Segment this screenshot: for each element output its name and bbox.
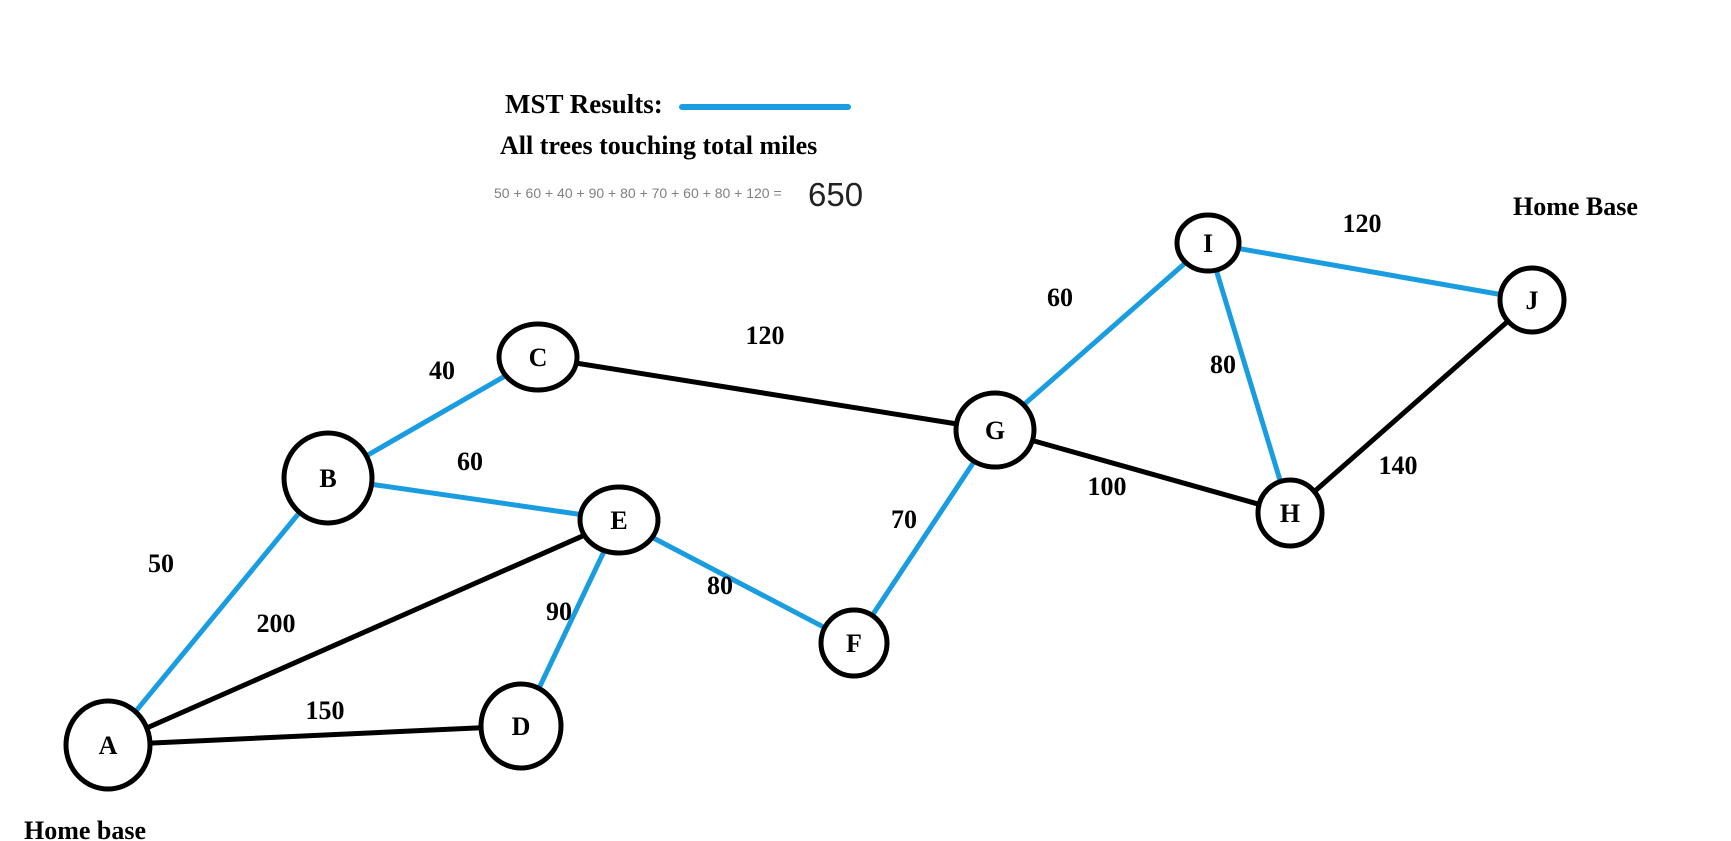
node-j: J	[1497, 265, 1567, 335]
home-base-a-label: Home base	[24, 816, 146, 841]
node-label: B	[319, 464, 336, 493]
edge-b-c-weight: 40	[429, 356, 455, 385]
node-circle	[1255, 477, 1325, 549]
node-b: B	[281, 430, 375, 526]
edge-g-h-weight: 100	[1088, 472, 1127, 501]
edge-a-e	[144, 532, 587, 731]
node-label: H	[1280, 499, 1300, 528]
edge-i-j	[1235, 245, 1503, 297]
node-d: D	[478, 681, 564, 771]
edge-e-f	[649, 534, 828, 631]
node-h: H	[1255, 477, 1325, 549]
edge-a-b	[132, 509, 303, 715]
node-circle	[478, 681, 564, 771]
node-circle	[577, 484, 661, 556]
edge-a-d	[147, 725, 484, 746]
node-label: I	[1203, 229, 1213, 258]
node-label: A	[99, 731, 118, 760]
edge-a-b-weight: 50	[148, 549, 174, 578]
edge-c-g	[573, 360, 959, 427]
edge-b-c	[363, 373, 509, 459]
edge-e-d-weight: 90	[546, 597, 572, 626]
node-label: F	[846, 629, 862, 658]
edge-g-i	[1021, 260, 1189, 408]
edge-a-e-weight: 200	[257, 609, 296, 638]
nodes-layer: A B C D E F G H I J	[63, 212, 1567, 792]
node-label: G	[985, 416, 1005, 445]
edge-b-e	[369, 481, 584, 517]
home-base-j-label: Home Base	[1513, 192, 1638, 221]
node-f: F	[818, 607, 890, 679]
edge-i-h-weight: 80	[1210, 350, 1236, 379]
node-circle	[281, 430, 375, 526]
node-circle	[953, 390, 1037, 470]
edge-h-j-weight: 140	[1379, 451, 1418, 480]
edge-labels-layer: 50 200 150 40 60 120 90 80 70 60 100 80 120 140	[148, 209, 1418, 725]
node-c: C	[496, 321, 580, 393]
legend-title: MST Results:	[505, 89, 663, 119]
edge-g-i-weight: 60	[1047, 283, 1073, 312]
edge-f-g	[869, 458, 977, 618]
edge-h-j	[1311, 318, 1511, 495]
node-label: D	[512, 712, 531, 741]
legend-subtitle: All trees touching total miles	[500, 131, 817, 160]
edge-a-d-weight: 150	[306, 696, 345, 725]
edge-i-j-weight: 120	[1343, 209, 1382, 238]
node-g: G	[953, 390, 1037, 470]
edge-e-d	[536, 548, 607, 691]
node-label: C	[529, 343, 548, 372]
legend-total: 650	[808, 176, 863, 213]
edge-b-e-weight: 60	[457, 447, 483, 476]
edge-g-h	[1029, 438, 1262, 507]
edge-i-h	[1213, 267, 1283, 484]
node-i: I	[1174, 212, 1242, 274]
node-circle	[63, 698, 153, 792]
edges-layer	[132, 245, 1511, 746]
node-label: J	[1526, 286, 1539, 315]
node-circle	[1174, 212, 1242, 274]
node-label: E	[610, 506, 627, 535]
legend-formula: 50 + 60 + 40 + 90 + 80 + 70 + 60 + 80 + …	[494, 185, 782, 201]
node-e: E	[577, 484, 661, 556]
edge-f-g-weight: 70	[891, 505, 917, 534]
node-a: A	[63, 698, 153, 792]
node-circle	[1497, 265, 1567, 335]
edge-c-g-weight: 120	[746, 321, 785, 350]
edge-e-f-weight: 80	[707, 571, 733, 600]
node-circle	[818, 607, 890, 679]
node-circle	[496, 321, 580, 393]
